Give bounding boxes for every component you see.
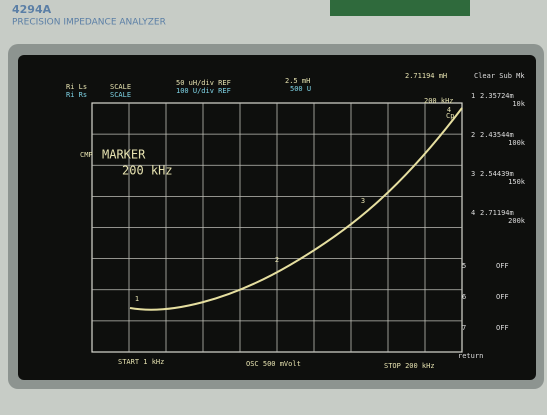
menu-marker-value[interactable]: 2.54439m (480, 170, 514, 178)
trace-a: Ri Ls (66, 83, 87, 91)
marker-value: 200 kHz (122, 164, 173, 178)
menu-state[interactable]: OFF (496, 293, 509, 301)
menu-marker-id[interactable]: 2 (471, 131, 475, 139)
screen-photo: 4294A PRECISION IMPEDANCE ANALYZER Ri Ls… (0, 0, 547, 415)
curve-marker: 4 (447, 106, 451, 114)
curve-marker: 3 (361, 197, 365, 205)
model: 4294A (12, 3, 52, 16)
scale-a: SCALE (110, 83, 131, 91)
menu-title: Clear Sub Mk (474, 72, 525, 80)
menu-marker-id[interactable]: 3 (471, 170, 475, 178)
cmp-label: CMP (80, 151, 93, 159)
menu-marker-value[interactable]: 2.71194m (480, 209, 514, 217)
marker-label: MARKER (102, 148, 146, 162)
menu-marker-freq[interactable]: 10k (512, 100, 525, 108)
page: 4294A PRECISION IMPEDANCE ANALYZER Ri Ls… (0, 0, 547, 415)
osc: OSC 500 mVolt (246, 360, 301, 368)
menu-marker-id[interactable]: 6 (462, 293, 466, 301)
menu-marker-value[interactable]: 2.35724m (480, 92, 514, 100)
menu-marker-id[interactable]: 7 (462, 324, 466, 332)
menu-state[interactable]: OFF (496, 324, 509, 332)
stop: STOP 200 kHz (384, 362, 435, 370)
instrument-title: PRECISION IMPEDANCE ANALYZER (12, 18, 166, 28)
readout: 2.71194 mH (405, 72, 447, 80)
trace-b: Ri Rs (66, 91, 87, 99)
menu-return[interactable]: return (458, 352, 483, 360)
menu-marker-freq[interactable]: 150k (508, 178, 526, 186)
menu-marker-freq[interactable]: 200k (508, 217, 526, 225)
menu-marker-value[interactable]: 2.43544m (480, 131, 514, 139)
ref-a: 2.5 mH (285, 77, 310, 85)
menu-marker-id[interactable]: 1 (471, 92, 475, 100)
menu-marker-id[interactable]: 5 (462, 262, 466, 270)
div-b: 100 U/div REF (176, 87, 231, 95)
curve-marker: 1 (135, 295, 139, 303)
start: START 1 kHz (118, 358, 164, 366)
scale-b: SCALE (110, 91, 131, 99)
panel-strip (330, 0, 470, 16)
curve-marker: 2 (275, 256, 279, 264)
menu-marker-freq[interactable]: 100k (508, 139, 526, 147)
marker-freq: 200 kHz (424, 97, 454, 105)
menu-marker-id[interactable]: 4 (471, 209, 475, 217)
menu-state[interactable]: OFF (496, 262, 509, 270)
div-a: 50 uH/div REF (176, 79, 231, 87)
ref-b: 500 U (290, 85, 311, 93)
